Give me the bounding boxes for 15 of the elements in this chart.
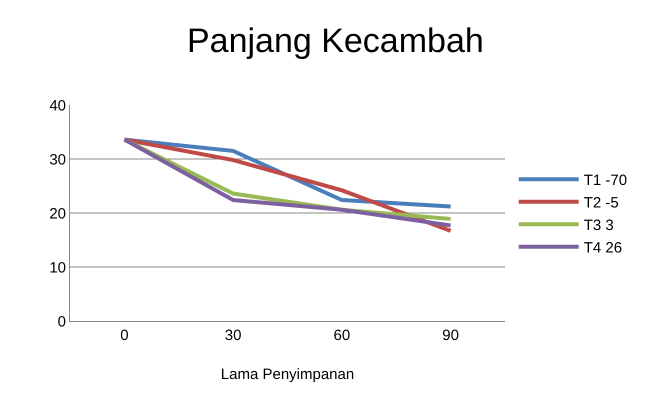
legend-label: T3 3 [584,217,614,234]
x-tick-label: 0 [120,327,129,344]
y-tick-label: 10 [49,259,66,276]
y-tick-label: 30 [49,151,66,168]
legend-label: T1 -70 [584,172,628,190]
legend-label: T2 -5 [584,194,619,212]
y-tick-label: 40 [49,97,66,114]
chart-title: Panjang Kecambah [187,22,484,60]
y-tick-label: 20 [49,205,66,222]
y-tick-label: 0 [58,313,66,330]
legend-label: T4 26 [584,240,622,257]
x-tick-label: 30 [224,327,242,344]
x-tick-label: 90 [442,327,459,344]
x-tick-label: 60 [334,327,350,344]
x-axis-title: Lama Penyimpanan [220,366,354,383]
